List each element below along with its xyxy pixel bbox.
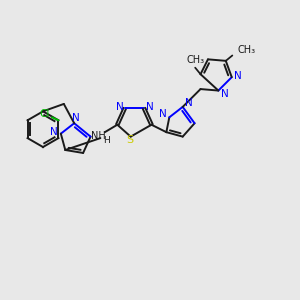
Text: N: N xyxy=(185,98,193,108)
Text: N: N xyxy=(160,109,167,119)
Text: Cl: Cl xyxy=(39,109,50,119)
Text: CH₃: CH₃ xyxy=(187,55,205,65)
Text: N: N xyxy=(234,71,242,81)
Text: S: S xyxy=(127,135,134,145)
Text: N: N xyxy=(50,127,58,137)
Text: N: N xyxy=(116,102,123,112)
Text: CH₃: CH₃ xyxy=(238,44,256,55)
Text: H: H xyxy=(103,136,110,145)
Text: N: N xyxy=(146,102,153,112)
Text: N: N xyxy=(221,89,229,99)
Text: NH: NH xyxy=(91,131,105,141)
Text: N: N xyxy=(72,113,80,123)
